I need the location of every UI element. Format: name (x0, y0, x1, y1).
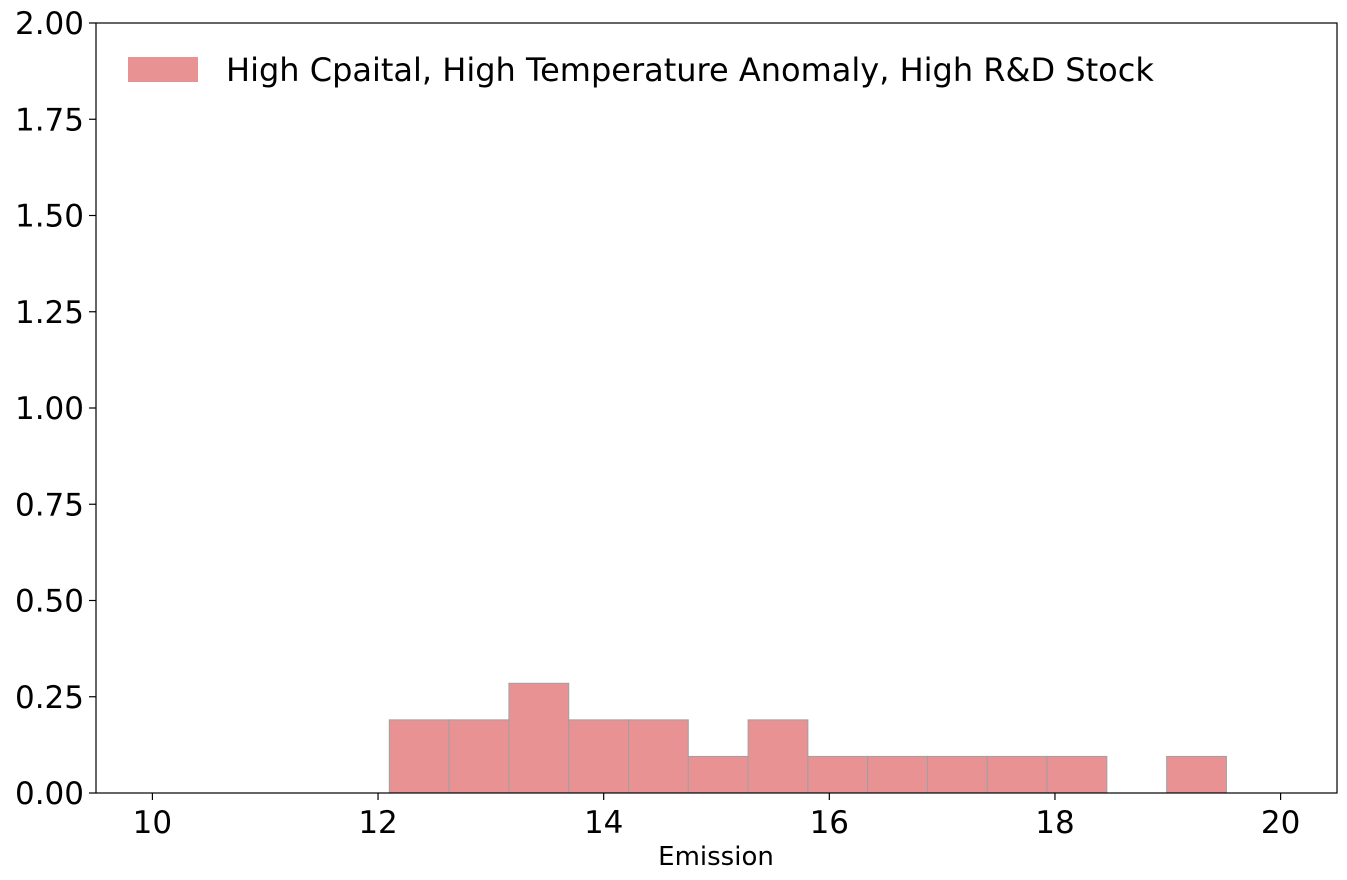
histogram-bar (508, 682, 570, 794)
y-tick-label: 0.25 (15, 680, 84, 716)
y-tick-label: 0.75 (15, 487, 84, 523)
y-tick-label: 1.50 (15, 199, 84, 235)
y-tick-label: 1.00 (15, 391, 84, 427)
x-axis-title: Emission (658, 842, 774, 872)
histogram-bar (448, 719, 510, 794)
histogram-bar (926, 755, 988, 794)
histogram-bar (388, 719, 450, 794)
histogram-bar (807, 755, 869, 794)
legend: High Cpaital, High Temperature Anomaly, … (128, 51, 1154, 89)
legend-label: High Cpaital, High Temperature Anomaly, … (226, 51, 1154, 89)
x-tick-label: 14 (584, 805, 623, 841)
histogram-bar (986, 755, 1048, 794)
histogram-bar (628, 719, 689, 794)
x-tick-label: 10 (133, 805, 172, 841)
histogram-bar (867, 755, 928, 794)
histogram-bar (568, 719, 630, 794)
x-tick-label: 18 (1035, 805, 1074, 841)
x-tick-label: 16 (810, 805, 849, 841)
y-tick-label: 1.25 (15, 295, 84, 331)
y-tick-label: 0.00 (15, 776, 84, 812)
histogram-bar (1166, 755, 1227, 794)
x-tick-label: 12 (358, 805, 397, 841)
histogram-bars (388, 682, 1227, 794)
y-tick-label: 2.00 (15, 6, 84, 42)
histogram-bar (1046, 755, 1108, 794)
plot-background (96, 23, 1337, 793)
legend-swatch (128, 57, 198, 82)
y-tick-label: 0.50 (15, 584, 84, 620)
y-tick-label: 1.75 (15, 102, 84, 138)
x-tick-label: 20 (1261, 805, 1300, 841)
x-axis-ticks: 10 12 14 16 18 20 (133, 793, 1300, 841)
histogram-bar (747, 719, 809, 794)
y-axis-ticks: 0.00 0.25 0.50 0.75 1.00 1.25 1.50 1.75 2.00 (15, 6, 96, 812)
histogram-bar (687, 755, 749, 794)
